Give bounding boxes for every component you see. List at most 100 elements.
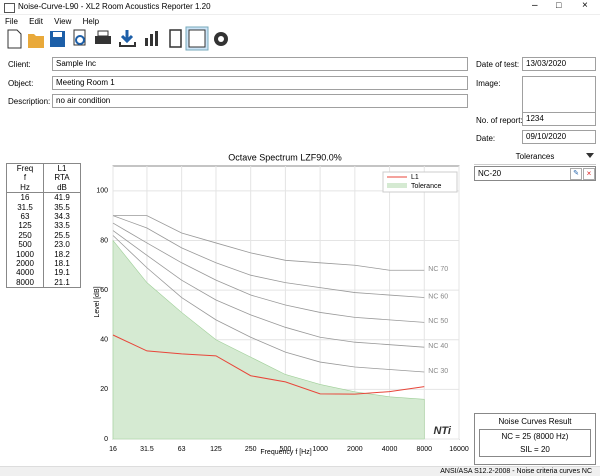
calc-button[interactable] [169, 29, 182, 48]
result-box: NC = 25 (8000 Hz) SIL = 20 [479, 429, 591, 457]
table-cell: 125 [7, 221, 44, 231]
table-cell: 500 [7, 240, 44, 250]
table-cell: 4000 [7, 268, 44, 278]
nc-label: NC 60 [428, 293, 448, 300]
export-button[interactable] [119, 30, 136, 47]
nc-label: NC 70 [428, 266, 448, 273]
menu-item[interactable]: File [5, 17, 18, 26]
min-button[interactable]: – [532, 0, 538, 11]
menu-bar: File Edit View Help [5, 17, 108, 26]
table-cell: 21.1 [54, 277, 70, 287]
table-row: 2000 18.1 [7, 259, 80, 269]
x-tick-label: 500 [280, 446, 292, 453]
nc-curve [112, 215, 425, 298]
y-tick-label: 0 [104, 436, 108, 443]
print-button[interactable] [95, 30, 111, 44]
x-tick-label: 2000 [347, 446, 363, 453]
y-tick-label: 40 [100, 337, 108, 344]
table-row: 63 34.3 [7, 212, 80, 222]
header-cell: dB [43, 182, 80, 194]
y-tick-label: 20 [100, 386, 108, 393]
title-bar: Noise-Curve-L90 - XL2 Room Acoustics Rep… [0, 0, 600, 15]
table-cell: 63 [7, 212, 44, 222]
table-cell: 18.2 [54, 249, 70, 259]
y-tick-label: 80 [100, 237, 108, 244]
table-cell: 8000 [7, 277, 44, 288]
table-cell: 18.1 [54, 259, 70, 269]
chart-button[interactable] [145, 31, 158, 46]
header-cell: Freq [7, 164, 44, 174]
x-tick-label: 63 [178, 446, 186, 453]
result-panel: Noise Curves Result NC = 25 (8000 Hz) SI… [474, 413, 596, 465]
table: Freq L1 f RTA Hz dB 16 41.9 31.5 35.5 63 34.3 125 33.… [7, 164, 80, 288]
delete-button[interactable]: × [583, 168, 595, 180]
table-cell: 23.0 [54, 240, 70, 250]
x-tick-label: 8000 [416, 446, 432, 453]
nc-label: NC 30 [428, 368, 448, 375]
window-title: Noise-Curve-L90 - XL2 Room Acoustics Rep… [18, 2, 211, 11]
header-cell: f [7, 173, 44, 183]
header-cell: L1 [57, 164, 67, 173]
open-button[interactable] [28, 34, 44, 48]
max-button[interactable]: □ [556, 0, 562, 10]
settings-button[interactable] [214, 32, 228, 46]
tolerances-header: Tolerances [474, 150, 596, 165]
toolbar [7, 26, 228, 51]
object-input[interactable]: Meeting Room 1 [52, 76, 468, 90]
result-title: Noise Curves Result [498, 417, 572, 426]
nc-curve [112, 222, 425, 323]
chart: Octave Spectrum LZF90.0% Level [dB] Freq… [94, 152, 469, 456]
x-tick-label: 1000 [312, 446, 328, 453]
image-label: Image: [476, 79, 501, 88]
save-button[interactable] [50, 31, 65, 47]
result-line: SIL = 20 [520, 445, 550, 454]
table-cell: 1000 [7, 249, 44, 260]
tolerances-title: Tolerances [515, 152, 555, 161]
legend-label: L1 [411, 174, 419, 181]
table-cell: 31.5 [7, 202, 44, 213]
date-of-test-input[interactable]: 13/03/2020 [522, 57, 596, 71]
nc-curve [112, 235, 425, 373]
edit-button[interactable]: ✎ [570, 168, 582, 180]
x-tick-label: 31.5 [140, 446, 154, 453]
status-text: ANSI/ASA S12.2-2008 - Noise criteria cur… [440, 468, 592, 475]
table-row: 8000 21.1 [7, 277, 80, 288]
tolerance-area [112, 239, 425, 440]
logo: NTi [433, 425, 451, 437]
table-row: 125 33.5 [7, 221, 80, 231]
table-cell: 16 [7, 192, 44, 203]
x-tick-label: 4000 [382, 446, 398, 453]
tolerance-name: NC-20 [478, 169, 502, 178]
menu-item[interactable]: Edit [29, 17, 43, 26]
menu-item[interactable]: View [54, 17, 72, 26]
new-button[interactable] [7, 29, 22, 49]
report-button[interactable] [185, 26, 209, 51]
legend-swatch [387, 183, 407, 188]
x-axis-label: Frequency f [Hz] [260, 449, 311, 456]
client-input[interactable]: Sample Inc [52, 57, 468, 71]
date-input[interactable]: 09/10/2020 [522, 130, 596, 144]
tolerance-item[interactable]: NC-20 ✎ × [474, 166, 596, 181]
preview-button[interactable] [73, 29, 86, 46]
report-no-label: No. of report: [476, 116, 523, 125]
table-row: 16 41.9 [7, 192, 80, 203]
client-label: Client: [8, 60, 31, 69]
description-input[interactable]: no air condition [52, 94, 468, 108]
nc-label: NC 40 [428, 343, 448, 350]
y-axis-label: Level [dB] [94, 286, 101, 317]
close-button[interactable]: × [582, 0, 588, 11]
nc-curve [113, 215, 425, 271]
y-tick-label: 60 [100, 287, 108, 294]
table-cell: 250 [7, 230, 44, 241]
dropdown-button[interactable] [586, 153, 594, 159]
header-cell: RTA [54, 173, 70, 183]
nc-curve [112, 230, 425, 348]
header-row: Freq L1 [7, 164, 80, 174]
menu-item[interactable]: Help [82, 17, 100, 26]
data-table: Freq L1 f RTA Hz dB 16 41.9 31.5 35.5 63 34.3 125 33.… [6, 163, 81, 289]
y-tick-label: 100 [96, 188, 108, 195]
table-cell: 2000 [7, 259, 44, 269]
date-of-test-label: Date of test: [476, 60, 520, 69]
report-no-input[interactable]: 1234 [522, 112, 596, 126]
header-row: f RTA [7, 173, 80, 183]
